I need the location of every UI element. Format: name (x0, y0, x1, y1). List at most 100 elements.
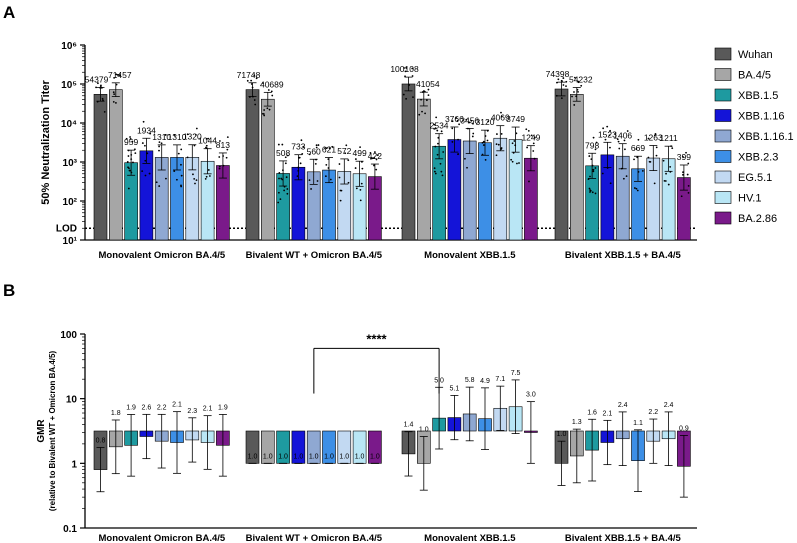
data-point (279, 198, 282, 201)
data-point (369, 151, 372, 154)
data-point (253, 99, 256, 101)
data-point (655, 146, 658, 149)
data-label: 1.0 (278, 453, 288, 460)
data-point (625, 175, 628, 178)
data-point (436, 153, 439, 156)
legend-swatch-wuhan (714, 47, 732, 61)
data-point (439, 162, 442, 165)
data-point (97, 82, 99, 85)
data-point (655, 154, 658, 157)
data-point (284, 162, 287, 165)
panel-a-neutralization-chart: 10¹ 10² 10³ 10⁴ 10⁵ 10⁶ 50% Neutralization Tit… (40, 41, 697, 261)
data-point (626, 130, 629, 132)
data-point (141, 170, 144, 172)
data-point (470, 119, 473, 122)
data-point (481, 141, 484, 144)
data-point (165, 177, 167, 180)
data-point (484, 158, 487, 161)
data-point (421, 110, 423, 113)
data-point (442, 151, 445, 153)
data-point (286, 188, 289, 190)
data-label: 3456 (460, 115, 479, 125)
data-point (511, 160, 514, 163)
data-label: 4069 (491, 113, 510, 123)
data-label: 54379 (85, 74, 109, 84)
data-point (616, 138, 619, 141)
data-point (609, 129, 611, 132)
data-label: 2534 (430, 121, 449, 131)
data-label: 2.4 (664, 402, 674, 409)
data-point (347, 159, 350, 162)
data-point (405, 97, 408, 100)
data-point (263, 109, 266, 111)
data-point (623, 139, 626, 142)
data-point (175, 178, 178, 181)
data-point (277, 143, 280, 146)
data-point (193, 177, 196, 180)
data-label: 572 (337, 146, 351, 156)
data-point (284, 156, 287, 159)
data-point (186, 133, 189, 136)
data-point (254, 103, 257, 106)
data-point (180, 163, 182, 166)
data-point (435, 116, 438, 119)
data-point (255, 77, 258, 80)
y-tick-label: 10⁴ (61, 119, 77, 130)
data-point (373, 164, 375, 167)
data-label: 1310 (168, 132, 187, 142)
data-point (205, 175, 208, 178)
data-point (226, 136, 229, 139)
data-point (663, 179, 666, 182)
data-label: 3749 (506, 114, 525, 124)
data-point (589, 191, 591, 193)
data-point (278, 172, 281, 174)
data-label: 71457 (108, 70, 132, 80)
category-label-monovalent-omicron-ba-4-5: Monovalent Omicron BA.4/5 (99, 533, 226, 543)
data-label: 499 (353, 148, 367, 158)
data-point (112, 91, 115, 94)
data-point (636, 189, 639, 192)
data-point (687, 191, 690, 194)
data-point (405, 67, 408, 69)
data-point (682, 173, 684, 176)
data-point (148, 172, 151, 175)
data-point (359, 188, 362, 191)
panel-b-gmr-chart: 0.1 1 10 100 GMR (relative to Bivalent WT + O… (36, 330, 697, 543)
data-point (424, 112, 426, 115)
legend-label-ba-2-86: BA.2.86 (738, 213, 777, 225)
data-point (682, 156, 684, 158)
data-point (457, 138, 459, 141)
data-point (192, 173, 194, 176)
data-label: 422 (368, 151, 382, 161)
data-point (324, 147, 327, 149)
data-label: 2.1 (203, 406, 213, 413)
data-point (370, 157, 372, 160)
data-point (158, 145, 160, 148)
data-label: 798 (585, 140, 599, 150)
data-point (317, 144, 320, 146)
data-point (466, 166, 468, 169)
data-point (316, 180, 319, 182)
data-label: 1.0 (419, 426, 429, 433)
data-label: 0.9 (679, 425, 689, 432)
category-label-monovalent-omicron-ba-4-5: Monovalent Omicron BA.4/5 (99, 250, 226, 261)
legend-label-hv-1: HV.1 (738, 193, 761, 205)
y-tick-label: 10³ (63, 158, 78, 169)
category-label-bivalent-wt-omicron-ba-4-5: Bivalent WT + Omicron BA.4/5 (246, 250, 383, 261)
data-point (246, 79, 249, 82)
data-point (472, 122, 474, 125)
data-point (100, 84, 102, 87)
data-point (451, 127, 454, 130)
legend-swatch-xbb-1-5 (714, 88, 732, 102)
data-point (594, 192, 597, 195)
data-point (624, 148, 626, 151)
data-point (134, 152, 137, 154)
category-label-bivalent-wt-omicron-ba-4-5: Bivalent WT + Omicron BA.4/5 (246, 533, 383, 543)
data-label: 1.0 (355, 453, 365, 460)
data-point (665, 172, 667, 175)
legend-label-xbb-1-16-1: XBB.1.16.1 (738, 131, 794, 143)
data-label: 100108 (390, 64, 419, 74)
data-point (591, 191, 594, 194)
data-point (270, 90, 273, 93)
data-point (685, 151, 687, 154)
